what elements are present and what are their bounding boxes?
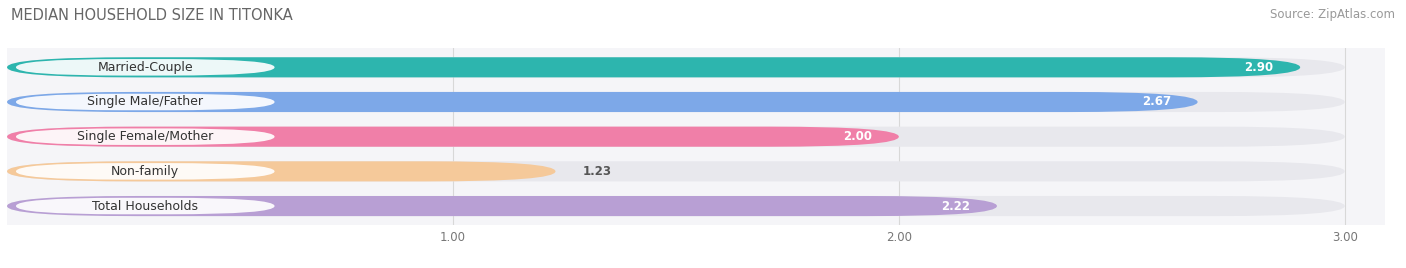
Text: Single Female/Mother: Single Female/Mother (77, 130, 214, 143)
FancyBboxPatch shape (15, 198, 274, 214)
Text: Source: ZipAtlas.com: Source: ZipAtlas.com (1270, 8, 1395, 21)
Text: Total Households: Total Households (93, 200, 198, 213)
Text: Single Male/Father: Single Male/Father (87, 95, 204, 109)
FancyBboxPatch shape (7, 161, 555, 181)
Text: 2.90: 2.90 (1244, 61, 1274, 74)
FancyBboxPatch shape (7, 126, 898, 147)
Text: Non-family: Non-family (111, 165, 180, 178)
FancyBboxPatch shape (15, 59, 274, 76)
FancyBboxPatch shape (7, 196, 997, 216)
FancyBboxPatch shape (7, 196, 1344, 216)
Text: 2.22: 2.22 (941, 200, 970, 213)
FancyBboxPatch shape (7, 57, 1344, 77)
FancyBboxPatch shape (15, 94, 274, 110)
FancyBboxPatch shape (7, 92, 1344, 112)
Text: 2.00: 2.00 (844, 130, 872, 143)
FancyBboxPatch shape (7, 92, 1198, 112)
FancyBboxPatch shape (7, 57, 1301, 77)
FancyBboxPatch shape (15, 128, 274, 145)
FancyBboxPatch shape (7, 161, 1344, 181)
FancyBboxPatch shape (15, 163, 274, 180)
Text: Married-Couple: Married-Couple (97, 61, 193, 74)
FancyBboxPatch shape (7, 126, 1344, 147)
Text: MEDIAN HOUSEHOLD SIZE IN TITONKA: MEDIAN HOUSEHOLD SIZE IN TITONKA (11, 8, 292, 23)
Text: 1.23: 1.23 (582, 165, 612, 178)
Text: 2.67: 2.67 (1142, 95, 1171, 109)
